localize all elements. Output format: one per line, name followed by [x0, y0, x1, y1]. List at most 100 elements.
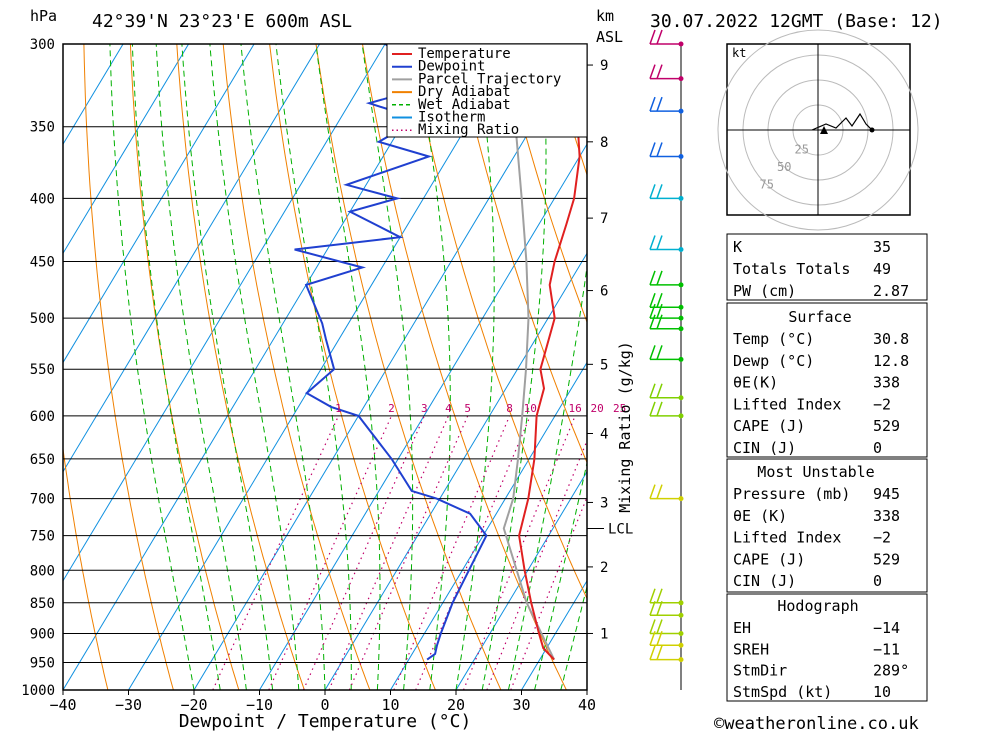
hodograph-ring-label: 25: [795, 143, 809, 157]
datetime-title: 30.07.2022 12GMT (Base: 12): [650, 11, 943, 32]
height-tick-label: 9: [600, 58, 608, 74]
mixing-ratio-label: 2: [388, 402, 395, 415]
surface-title: Surface: [788, 308, 851, 326]
mixing-ratio-label: 16: [569, 402, 582, 415]
wind-barb-feather: [657, 485, 662, 499]
copyright-text: ©weatheronline.co.uk: [714, 714, 919, 733]
wet-adiabat-line: [156, 44, 246, 690]
hodograph-row-value: −14: [873, 619, 900, 637]
surface-row-label: Lifted Index: [733, 395, 841, 413]
mixing-ratio-line: [329, 416, 448, 690]
wind-barb-feather: [657, 589, 662, 603]
hodograph-row-value: 10: [873, 683, 891, 701]
wet-adiabat-line: [132, 44, 220, 690]
lcl-label: LCL: [608, 521, 633, 537]
wind-barb-feather: [657, 384, 662, 398]
dry-adiabat-line: [966, 44, 1000, 690]
dry-adiabat-line: [84, 44, 173, 690]
wet-adiabat-line: [210, 44, 299, 690]
isotherm-line: [325, 44, 713, 690]
temperature-tick-label: −40: [49, 696, 76, 714]
surface-row-value: 529: [873, 417, 900, 435]
pressure-tick-label: 650: [30, 452, 55, 468]
hodograph-row-value: 289°: [873, 662, 909, 680]
height-tick-label: 6: [600, 284, 608, 300]
mixing-ratio-label: 1: [335, 402, 342, 415]
pressure-tick-label: 700: [30, 492, 55, 508]
height-tick-label: 7: [600, 211, 608, 227]
most-unstable-row-label: θE (K): [733, 507, 787, 525]
most-unstable-row-label: CIN (J): [733, 572, 796, 590]
km-label: km: [596, 7, 614, 25]
pressure-tick-label: 500: [30, 311, 55, 327]
wind-level-dot: [679, 600, 684, 605]
wind-barb-feather: [650, 271, 655, 285]
pressure-tick-label: 750: [30, 529, 55, 545]
pressure-tick-label: 450: [30, 255, 55, 271]
x-axis-label: Dewpoint / Temperature (°C): [179, 711, 472, 732]
wind-profile: [650, 30, 684, 690]
wind-barb-feather: [650, 384, 655, 398]
dry-adiabat-line: [223, 44, 370, 690]
hodograph-row-label: StmSpd (kt): [733, 683, 832, 701]
height-tick-label: 5: [600, 357, 608, 373]
wind-barb-feather: [657, 65, 662, 79]
hodograph-point: [870, 128, 875, 133]
isotherm-line: [63, 44, 451, 690]
wind-level-dot: [679, 247, 684, 252]
most-unstable-row-value: −2: [873, 529, 891, 547]
temperature-tick-label: 30: [512, 696, 530, 714]
isotherm-line: [0, 44, 123, 690]
wet-adiabat-line: [416, 44, 451, 690]
pressure-tick-label: 400: [30, 191, 55, 207]
wind-level-dot: [679, 643, 684, 648]
wind-barb-feather: [650, 646, 655, 660]
wind-level-dot: [679, 657, 684, 662]
surface-row-label: CAPE (J): [733, 417, 805, 435]
pressure-tick-label: 350: [30, 120, 55, 136]
wind-barb-feather: [657, 646, 662, 660]
hodograph-row-label: EH: [733, 619, 751, 637]
dry-adiabat-line: [316, 44, 501, 690]
wind-barb-feather: [650, 345, 655, 359]
wind-barb-feather: [650, 184, 655, 198]
hpa-label: hPa: [30, 7, 57, 25]
wind-level-dot: [679, 42, 684, 47]
most-unstable-row-label: Pressure (mb): [733, 485, 850, 503]
wind-level-dot: [679, 395, 684, 400]
mixing-ratio-label: 20: [591, 402, 604, 415]
wind-barb-feather: [657, 184, 662, 198]
wind-barb-feather: [650, 402, 655, 416]
dry-adiabat-line: [409, 44, 632, 690]
hodograph-table-title: Hodograph: [777, 597, 858, 615]
isotherm-line: [0, 44, 385, 690]
pressure-tick-label: 850: [30, 596, 55, 612]
isotherm-line: [0, 44, 189, 690]
wind-level-dot: [679, 109, 684, 114]
wind-level-dot: [679, 357, 684, 362]
asl-label: ASL: [596, 28, 623, 46]
mixing-ratio-line: [487, 416, 597, 690]
wind-barb-feather: [650, 235, 655, 249]
mixing-ratio-line: [464, 416, 576, 690]
wind-level-dot: [679, 282, 684, 287]
most-unstable-row-label: Lifted Index: [733, 529, 841, 547]
wind-barb-feather: [650, 97, 655, 111]
surface-row-label: Temp (°C): [733, 330, 814, 348]
location-title: 42°39'N 23°23'E 600m ASL: [92, 11, 352, 32]
surface-row-label: Dewp (°C): [733, 352, 814, 370]
wind-level-dot: [679, 496, 684, 501]
wind-level-dot: [679, 196, 684, 201]
hodograph-row-label: SREH: [733, 640, 769, 658]
wet-adiabat-line: [456, 44, 494, 690]
legend-entry-label: Mixing Ratio: [418, 122, 519, 138]
wind-level-dot: [679, 413, 684, 418]
pressure-tick-label: 300: [30, 37, 55, 53]
wind-barb-feather: [657, 235, 662, 249]
hodograph-row-value: −11: [873, 640, 900, 658]
wind-barb-feather: [650, 485, 655, 499]
wind-level-dot: [679, 154, 684, 159]
